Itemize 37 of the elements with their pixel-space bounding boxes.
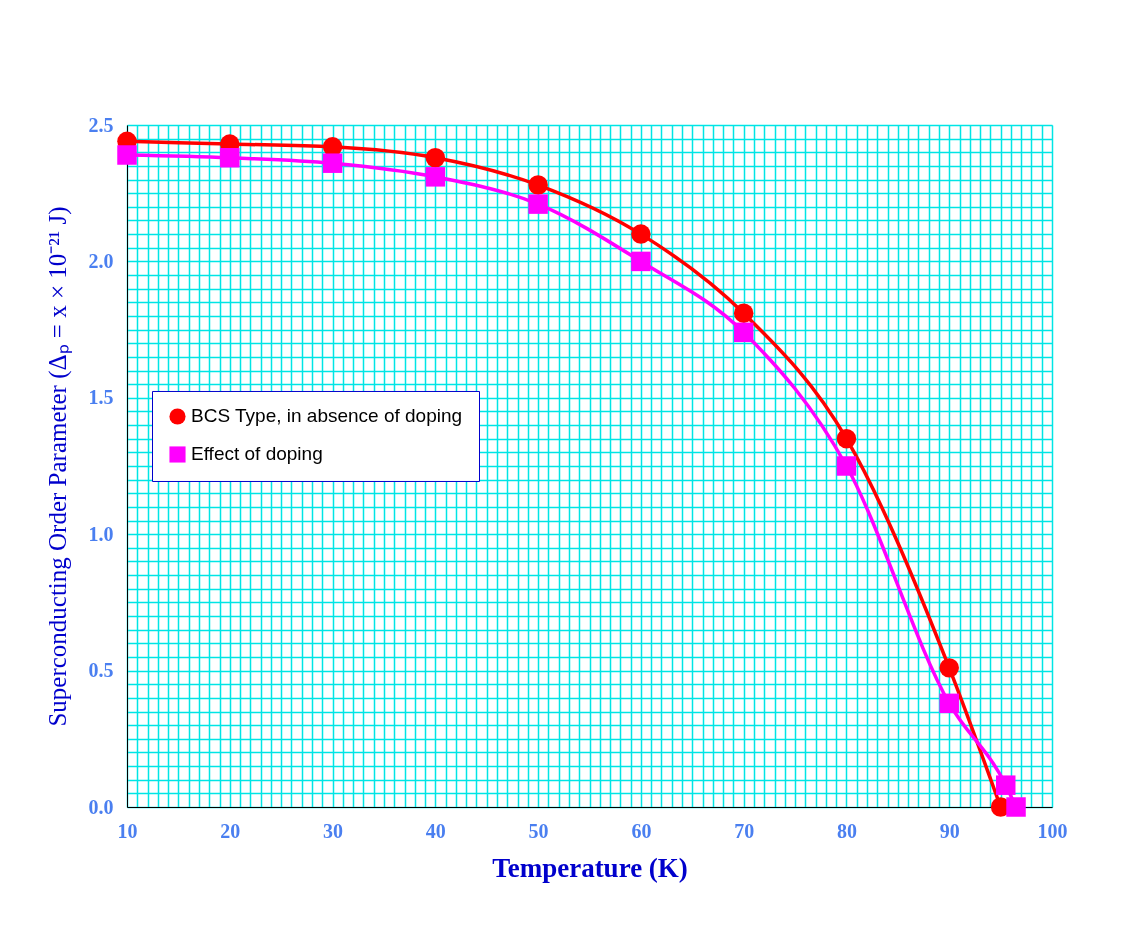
x-tick-label: 40 (425, 819, 446, 842)
point (733, 322, 754, 343)
legend-label: Effect of doping (191, 443, 323, 465)
point (939, 693, 959, 714)
point (425, 148, 446, 168)
y-tick-label: 2.5 (88, 113, 114, 136)
y-tick-label: 1.0 (88, 522, 114, 545)
point (322, 153, 343, 173)
point (631, 251, 651, 272)
point (939, 658, 959, 678)
y-tick-label: 0.0 (88, 795, 114, 818)
x-tick-label: 30 (323, 819, 344, 842)
point (220, 147, 240, 168)
point (631, 224, 651, 244)
point (1006, 797, 1026, 817)
x-tick-label: 80 (836, 819, 857, 842)
y-tick-label: 1.5 (88, 386, 114, 409)
x-tick-label: 50 (528, 819, 549, 842)
point (528, 194, 548, 214)
x-tick-label: 70 (734, 819, 755, 842)
legend-label: BCS Type, in absence of doping (191, 405, 463, 427)
y-tick-label: 2.0 (88, 249, 114, 272)
point (117, 145, 137, 165)
point (425, 167, 446, 187)
point (996, 775, 1016, 795)
point (733, 303, 754, 323)
point (528, 175, 548, 195)
point (836, 428, 857, 449)
x-tick-label: 100 (1037, 819, 1068, 842)
x-axis-title: Temperature (K) (492, 852, 688, 883)
x-tick-label: 60 (631, 819, 652, 842)
x-tick-label: 90 (939, 819, 960, 842)
y-tick-label: 0.5 (88, 659, 114, 682)
point (836, 456, 857, 476)
x-tick-label: 20 (220, 819, 241, 842)
x-tick-label: 10 (117, 819, 138, 842)
y-axis-title: Superconducting Order Parameter (Δₚ = x × 10⁻²¹ J) (43, 206, 72, 727)
